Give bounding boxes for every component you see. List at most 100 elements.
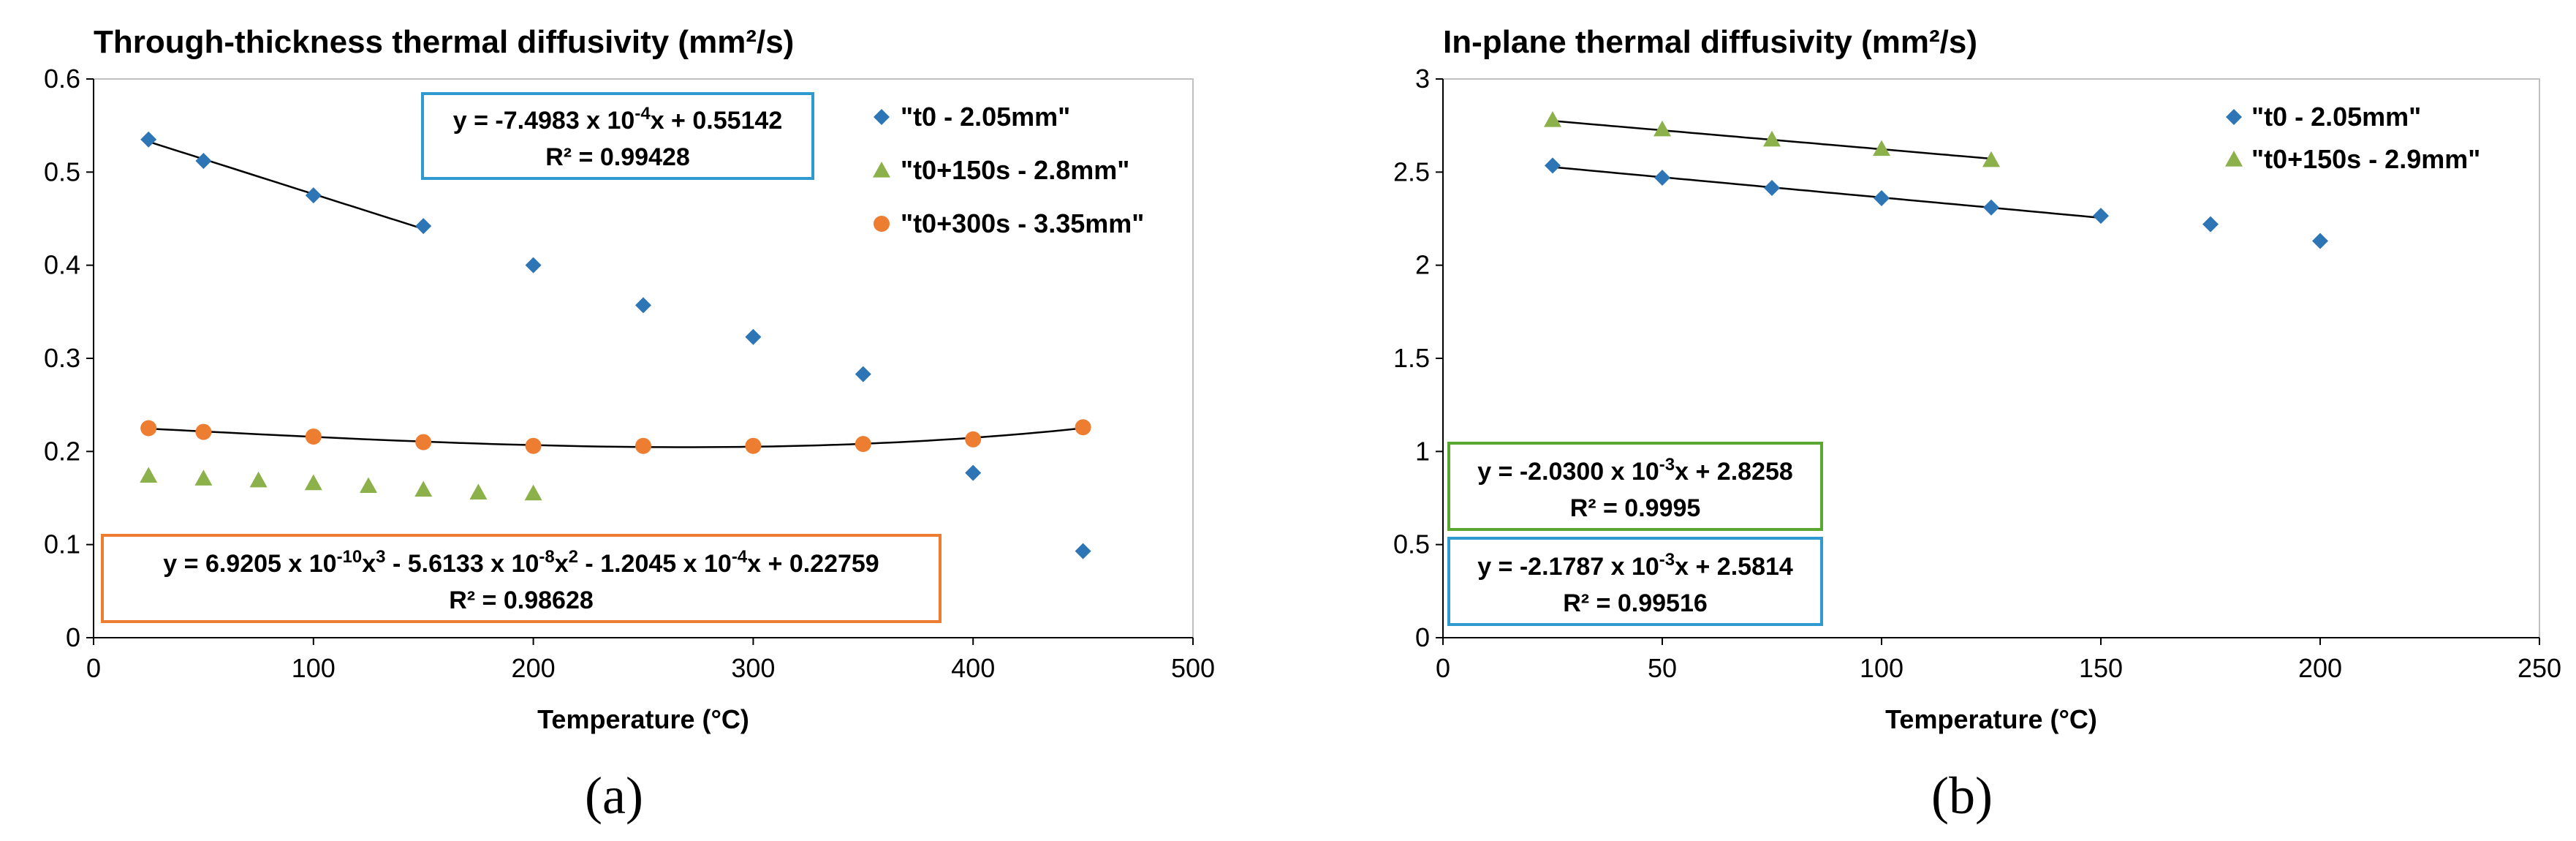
panel-a-ytick-label: 0.4 — [44, 250, 80, 280]
panel-b-series-0-point — [1983, 199, 1999, 216]
panel-b-series-0-point — [2202, 216, 2219, 233]
panel-a-series-2-point — [195, 423, 212, 440]
panel-b-xtick-label: 200 — [2298, 653, 2342, 683]
panel-a-series-1-point — [194, 469, 213, 486]
panel-a-legend-label-0: "t0 - 2.05mm" — [901, 102, 1070, 132]
panel-b-eq2-line1: y = -2.1787 x 10-3x + 2.5814 — [1477, 550, 1793, 581]
panel-b-eq1-line1: y = -2.0300 x 10-3x + 2.8258 — [1477, 455, 1793, 486]
panel-b-chart: In-plane thermal diffusivity (mm²/s) 0 0.… — [1393, 24, 2561, 825]
panel-b-x-axis-label: Temperature (°C) — [1885, 704, 2097, 734]
panel-a-chart: Through-thickness thermal diffusivity (m… — [44, 24, 1215, 825]
panel-a-xtick-label: 500 — [1171, 653, 1215, 683]
panel-b-series-1-point — [1873, 140, 1890, 156]
panel-a-eq1-line1: y = -7.4983 x 10-4x + 0.55142 — [453, 104, 783, 135]
panel-b-legend-marker-0 — [2226, 109, 2242, 125]
panel-a-series-0-point — [305, 187, 322, 204]
panel-a-ytick-label: 0.5 — [44, 156, 80, 186]
panel-a-series-2-point — [140, 420, 157, 437]
panel-a-series-0-point — [1075, 543, 1091, 559]
panel-a-eq1-r2: R² = 0.99428 — [545, 143, 690, 171]
panel-a-series-2-point — [635, 437, 651, 454]
panel-a-xtick-label: 200 — [512, 653, 556, 683]
panel-a-series-1-point — [414, 480, 433, 497]
panel-b-legend-label-0: "t0 - 2.05mm" — [2251, 102, 2421, 132]
panel-a-series-0-point — [745, 328, 762, 345]
panel-a-series-1-point — [304, 474, 322, 491]
panel-b-equation-box-blue: y = -2.1787 x 10-3x + 2.5814 R² = 0.9951… — [1447, 537, 1823, 626]
panel-b-series-1-point — [1763, 130, 1781, 147]
panel-a-series-2-point — [525, 437, 542, 454]
panel-b-xtick-label: 0 — [1436, 653, 1450, 683]
panel-a-eq2-r2: R² = 0.98628 — [449, 587, 594, 614]
panel-a-equation-box-poly: y = 6.9205 x 10-10x3 - 5.6133 x 10-8x2 -… — [101, 534, 942, 623]
panel-a-series-1-point — [524, 484, 542, 501]
panel-a-series-1-point — [140, 467, 158, 483]
panel-a-series-2-point — [1075, 419, 1091, 436]
panel-a-series-0-point — [635, 297, 651, 314]
panel-a-series-0-point — [965, 464, 982, 481]
panel-b-legend-label-1: "t0+150s - 2.9mm" — [2251, 144, 2480, 174]
panel-a-series-1-point — [249, 471, 268, 488]
panel-b-series-0-point — [1545, 157, 1561, 174]
panel-a-series-2-point — [415, 434, 432, 450]
panel-a-legend: "t0 - 2.05mm" "t0+150s - 2.8mm" "t0+300s… — [873, 102, 1144, 238]
panel-b-ytick-label: 3 — [1415, 64, 1430, 94]
panel-a-series-0-point — [525, 257, 542, 274]
panel-a-ytick-label: 0.1 — [44, 529, 80, 559]
panel-b-equation-box-green: y = -2.0300 x 10-3x + 2.8258 R² = 0.9995 — [1447, 442, 1823, 531]
panel-b-series-0-point — [2312, 233, 2328, 249]
panel-b-series-1-point — [1653, 120, 1671, 137]
panel-b-trendline-1 — [1552, 166, 2102, 219]
panel-b-ytick-label: 0 — [1415, 622, 1430, 652]
panel-a-series-2-point — [855, 436, 871, 453]
panel-b-series-0-point — [1764, 179, 1780, 196]
panel-a-x-axis-label: Temperature (°C) — [537, 704, 749, 734]
panel-b-xtick-label: 250 — [2518, 653, 2561, 683]
panel-a-legend-marker-1 — [873, 162, 890, 178]
panel-b-ytick-label: 2.5 — [1393, 156, 1430, 186]
panel-a-trendline-1 — [148, 427, 1083, 448]
panel-a-legend-marker-2 — [874, 216, 890, 232]
panel-a-xtick-label: 100 — [292, 653, 336, 683]
panel-a-series-0-point — [415, 218, 432, 235]
panel-b-ytick-label: 0.5 — [1393, 529, 1430, 559]
panel-a-series-2-point — [305, 428, 322, 445]
panel-a-trendline-0 — [148, 140, 424, 230]
panel-b-series-0-point — [2093, 208, 2109, 225]
panel-a-series-2-point — [745, 437, 762, 454]
panel-b-ytick-label: 1.5 — [1393, 343, 1430, 373]
panel-b-eq1-r2: R² = 0.9995 — [1570, 494, 1701, 522]
panel-b-series-0-point — [1874, 189, 1890, 206]
panel-b-series-0-point — [1654, 169, 1670, 186]
panel-b-ytick-label: 2 — [1415, 250, 1430, 280]
panel-b-legend: "t0 - 2.05mm" "t0+150s - 2.9mm" — [2225, 102, 2480, 174]
panel-a-series-0-point — [195, 153, 212, 170]
panel-b-ytick-label: 1 — [1415, 436, 1430, 466]
panel-a-ytick-label: 0 — [66, 622, 80, 652]
panel-b-label: (b) — [1931, 766, 1993, 825]
panel-b-series-1-point — [1544, 111, 1561, 127]
panel-b-series-1-point — [1982, 151, 2000, 167]
panel-b-xtick-label: 150 — [2079, 653, 2123, 683]
panel-b-xtick-label: 100 — [1860, 653, 1903, 683]
panel-a-eq2-line1: y = 6.9205 x 10-10x3 - 5.6133 x 10-8x2 -… — [163, 547, 879, 578]
panel-a-xtick-label: 300 — [731, 653, 775, 683]
panel-a-series-0-point — [855, 366, 871, 382]
panel-a-series-2-point — [965, 431, 982, 448]
panel-a-title: Through-thickness thermal diffusivity (m… — [94, 24, 794, 60]
panel-a-label: (a) — [585, 766, 643, 825]
panel-b-legend-marker-1 — [2225, 151, 2243, 167]
panel-b-eq2-r2: R² = 0.99516 — [1563, 589, 1708, 617]
panel-a-xtick-label: 0 — [86, 653, 101, 683]
panel-a-ytick-label: 0.3 — [44, 343, 80, 373]
panel-a-xtick-label: 400 — [951, 653, 995, 683]
panel-a-series-1-point — [360, 477, 377, 494]
panel-b-xtick-label: 50 — [1648, 653, 1677, 683]
panel-a-ytick-label: 0.6 — [44, 64, 80, 94]
panel-b-title: In-plane thermal diffusivity (mm²/s) — [1443, 24, 1977, 60]
panel-a-series-0-point — [140, 131, 157, 148]
panel-a-legend-label-2: "t0+300s - 3.35mm" — [901, 208, 1144, 238]
panel-a-ytick-label: 0.2 — [44, 436, 80, 466]
panel-a-legend-label-1: "t0+150s - 2.8mm" — [901, 155, 1129, 185]
